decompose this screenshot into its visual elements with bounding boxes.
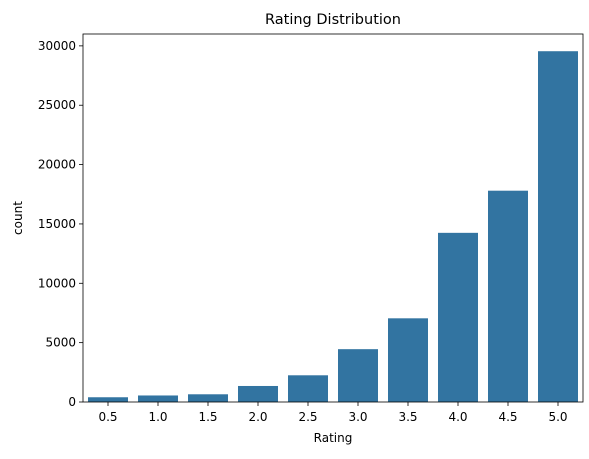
x-tick-label: 3.0 bbox=[348, 410, 367, 424]
chart-title: Rating Distribution bbox=[265, 12, 401, 28]
x-tick-label: 2.0 bbox=[248, 410, 267, 424]
y-tick-label: 25000 bbox=[38, 98, 76, 112]
y-axis-label: count bbox=[11, 201, 25, 235]
bar-4.5 bbox=[488, 190, 528, 402]
y-axis-ticks: 0 5000 10000 15000 20000 25000 30000 bbox=[38, 39, 83, 409]
bar-3.5 bbox=[388, 318, 428, 402]
y-tick-label: 30000 bbox=[38, 39, 76, 53]
y-tick-label: 0 bbox=[68, 395, 76, 409]
x-tick-label: 2.5 bbox=[298, 410, 317, 424]
bar-5.0 bbox=[538, 51, 578, 403]
bar-0.5 bbox=[88, 397, 128, 402]
bar-2.0 bbox=[238, 385, 278, 402]
plot-frame bbox=[82, 33, 584, 403]
x-tick-label: 0.5 bbox=[98, 410, 117, 424]
x-tick-label: 3.5 bbox=[398, 410, 417, 424]
x-tick-label: 1.0 bbox=[148, 410, 167, 424]
y-tick-label: 10000 bbox=[38, 276, 76, 290]
bar-2.5 bbox=[288, 375, 328, 402]
x-axis-label: Rating bbox=[314, 431, 353, 445]
x-axis-ticks: 0.5 1.0 1.5 2.0 2.5 3.0 3.5 4.0 4.5 5.0 bbox=[98, 402, 568, 424]
bar-1.0 bbox=[138, 395, 178, 402]
y-tick-label: 15000 bbox=[38, 217, 76, 231]
bars-group bbox=[88, 51, 578, 403]
bar-3.0 bbox=[338, 349, 378, 402]
bar-4.0 bbox=[438, 232, 478, 402]
x-tick-label: 4.0 bbox=[448, 410, 467, 424]
x-tick-label: 4.5 bbox=[498, 410, 517, 424]
y-tick-label: 20000 bbox=[38, 158, 76, 172]
bar-1.5 bbox=[188, 394, 228, 402]
x-tick-label: 5.0 bbox=[548, 410, 567, 424]
y-tick-label: 5000 bbox=[45, 336, 76, 350]
x-tick-label: 1.5 bbox=[198, 410, 217, 424]
